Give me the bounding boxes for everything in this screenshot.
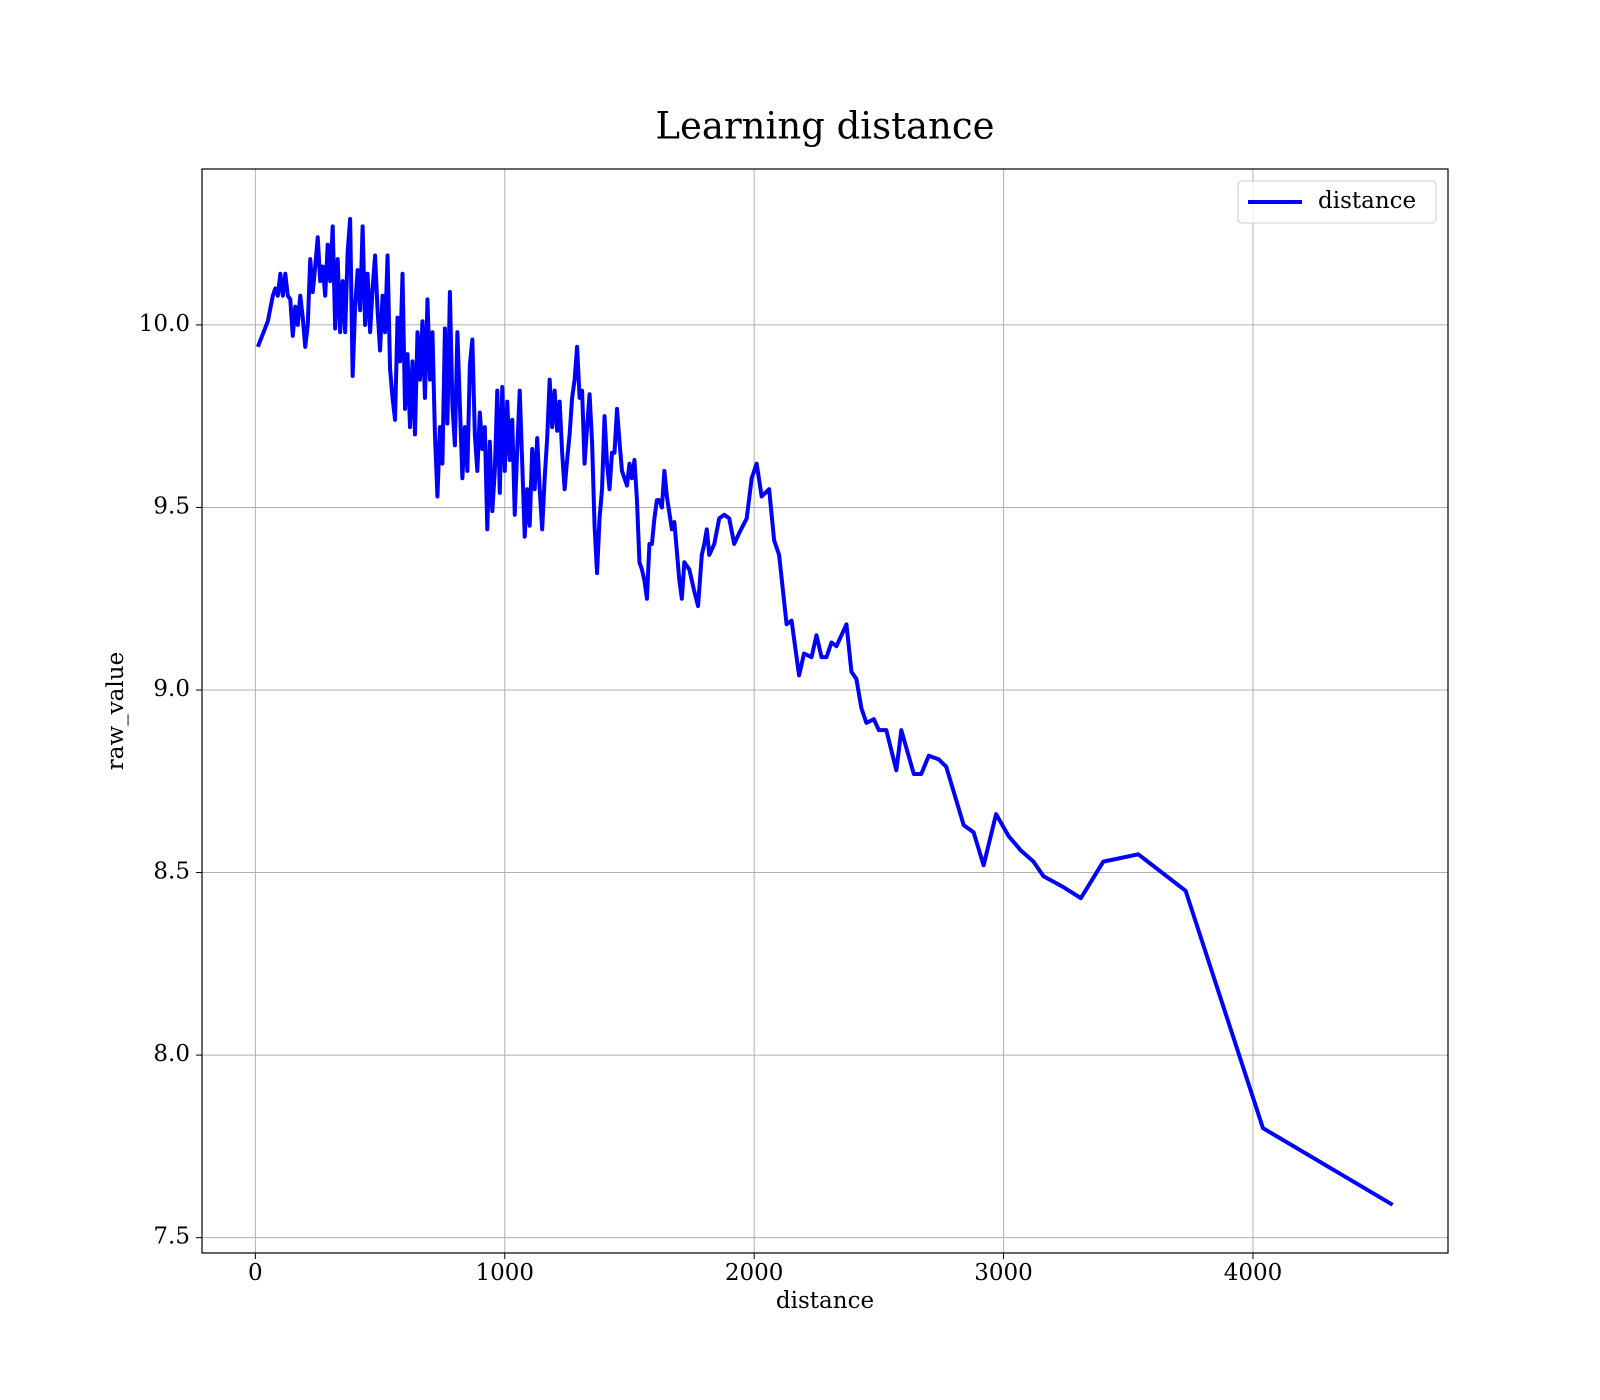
y-tick-label: 7.5 [153, 1224, 190, 1250]
x-axis-label: distance [776, 1288, 874, 1314]
chart-title: Learning distance [655, 105, 994, 148]
y-tick-label: 8.0 [153, 1041, 190, 1067]
y-tick-label: 9.0 [153, 676, 190, 702]
y-tick-label: 10.0 [139, 311, 190, 337]
plot-frame [201, 168, 1449, 1254]
x-tick-label: 3000 [974, 1260, 1033, 1286]
legend-label: distance [1318, 188, 1416, 214]
x-tick-label: 0 [248, 1260, 263, 1286]
y-axis-label: raw_value [103, 652, 129, 770]
data-line [256, 217, 1394, 1207]
x-tick-label: 2000 [725, 1260, 784, 1286]
y-tick-label: 8.5 [153, 859, 190, 885]
y-tick-label: 9.5 [153, 493, 190, 519]
x-tick-label: 4000 [1224, 1260, 1283, 1286]
legend-box [1237, 180, 1437, 224]
x-tick-label: 1000 [475, 1260, 534, 1286]
